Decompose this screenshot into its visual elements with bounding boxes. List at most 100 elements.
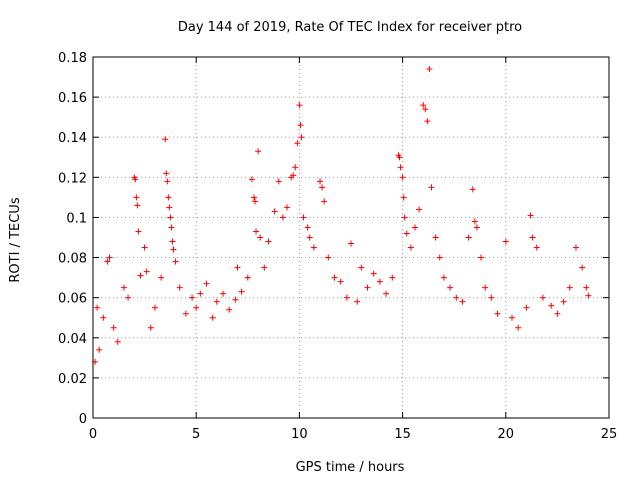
data-point <box>420 102 427 109</box>
data-point <box>94 304 101 311</box>
data-point <box>416 206 423 213</box>
y-tick-label: 0.14 <box>58 131 87 146</box>
data-point <box>325 254 332 261</box>
plot-frame <box>92 56 610 419</box>
data-point <box>238 288 245 295</box>
data-point <box>244 274 251 281</box>
data-point <box>494 310 501 317</box>
data-point <box>106 254 113 261</box>
data-point <box>125 294 132 301</box>
data-point <box>167 214 174 221</box>
y-tick-label: 0 <box>79 412 87 427</box>
y-tick-label: 0.02 <box>58 372 87 387</box>
x-tick-label: 5 <box>192 427 200 442</box>
x-tick-label: 15 <box>394 427 411 442</box>
data-point <box>170 246 177 253</box>
data-point <box>579 264 586 271</box>
data-point <box>358 264 365 271</box>
y-tick-label: 0.06 <box>58 292 87 307</box>
data-point <box>284 204 291 211</box>
data-point <box>197 290 204 297</box>
data-point <box>440 274 447 281</box>
data-point <box>317 178 324 185</box>
data-point <box>411 224 418 231</box>
data-point <box>502 238 509 245</box>
data-point <box>422 106 429 113</box>
data-point <box>147 324 154 331</box>
data-point <box>508 314 515 321</box>
data-point <box>354 298 361 305</box>
data-point <box>162 136 169 143</box>
data-point <box>401 214 408 221</box>
y-tick-label: 0.16 <box>58 91 87 106</box>
data-point <box>257 234 264 241</box>
data-point <box>583 284 590 291</box>
x-tick-label: 10 <box>291 427 308 442</box>
data-point <box>389 274 396 281</box>
data-point <box>306 234 313 241</box>
data-point <box>364 284 371 291</box>
data-point <box>104 258 111 265</box>
data-point <box>465 234 472 241</box>
data-point <box>426 66 433 73</box>
chart-title: Day 144 of 2019, Rate Of TEC Index for r… <box>178 20 522 35</box>
data-point <box>560 298 567 305</box>
data-point <box>163 170 170 177</box>
y-tick-label: 0.1 <box>66 211 87 226</box>
data-point <box>253 228 260 235</box>
data-point <box>169 238 176 245</box>
data-point <box>132 176 139 183</box>
data-point <box>348 240 354 247</box>
data-point <box>304 224 311 231</box>
data-point <box>137 272 144 279</box>
data-point <box>298 134 305 141</box>
data-point <box>310 244 317 251</box>
data-point <box>213 298 220 305</box>
data-point <box>203 280 210 287</box>
data-point <box>482 284 489 291</box>
data-point <box>397 164 404 171</box>
y-tick-label: 0.18 <box>58 51 87 66</box>
data-point <box>226 306 233 313</box>
data-point <box>135 228 142 235</box>
data-point <box>248 176 255 183</box>
data-point <box>554 310 561 317</box>
data-point <box>182 310 189 317</box>
data-point <box>250 194 257 201</box>
data-point <box>234 264 241 271</box>
data-points <box>92 66 592 365</box>
data-point <box>572 244 579 251</box>
x-tick-label: 25 <box>601 427 618 442</box>
data-point <box>166 204 173 211</box>
data-point <box>424 118 431 125</box>
data-point <box>459 298 466 305</box>
data-point <box>407 244 414 251</box>
data-point <box>96 346 103 353</box>
y-tick-label: 0.08 <box>58 252 87 267</box>
data-point <box>432 234 439 241</box>
data-point <box>151 304 158 311</box>
data-point <box>548 302 555 309</box>
data-point <box>383 290 390 297</box>
data-point <box>300 214 307 221</box>
x-tick-label: 20 <box>498 427 515 442</box>
data-point <box>141 244 148 251</box>
data-point <box>220 290 227 297</box>
data-point <box>297 122 304 129</box>
data-point <box>176 284 183 291</box>
data-point <box>261 264 268 271</box>
data-point <box>294 140 301 147</box>
data-point <box>396 154 403 161</box>
data-point <box>110 324 117 331</box>
data-point <box>331 274 338 281</box>
x-tick-label: 0 <box>89 427 97 442</box>
data-point <box>164 178 171 185</box>
data-point <box>527 212 534 219</box>
data-point <box>337 278 344 285</box>
data-point <box>168 224 175 231</box>
data-point <box>453 294 460 301</box>
data-point <box>533 244 540 251</box>
data-point <box>428 184 435 191</box>
data-point <box>275 178 282 185</box>
